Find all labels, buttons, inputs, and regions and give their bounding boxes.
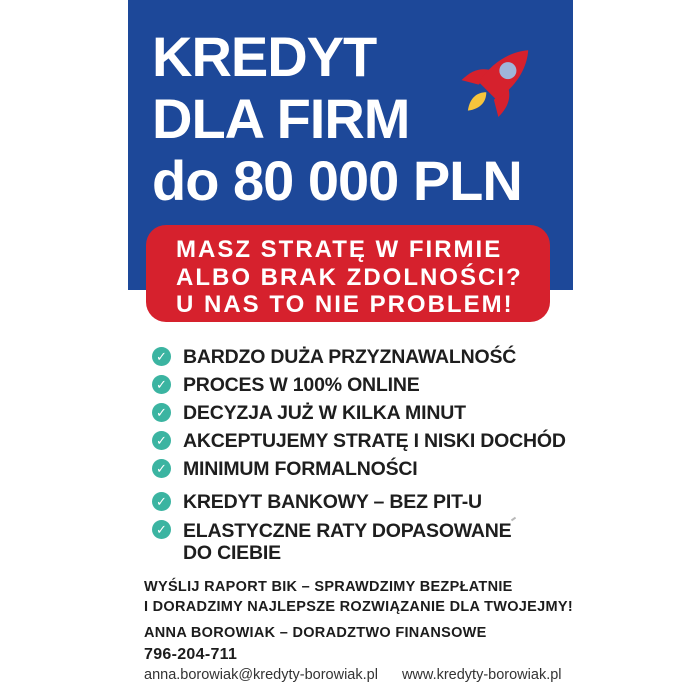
benefit-label: BARDZO DUŻA PRZYZNAWALNOŚĆ	[183, 346, 517, 368]
benefit-label: AKCEPTUJEMY STRATĘ I NISKI DOCHÓD	[183, 430, 566, 452]
website-url: www.kredyty-borowiak.pl	[401, 667, 562, 683]
cta-line-1: WYŚLIJ RAPORT BIK – SPRAWDZIMY BEZPŁATNI…	[144, 579, 513, 595]
check-icon: ✓	[152, 403, 171, 422]
contact-block: ANNA BOROWIAK – DORADZTWO FINANSOWE 796-…	[144, 625, 562, 684]
check-icon: ✓	[152, 492, 171, 511]
check-icon: ✓	[152, 520, 171, 539]
check-icon: ✓	[152, 459, 171, 478]
benefits-list-secondary: ✓ KREDYT BANKOWY – BEZ PIT-U ✓ ELASTYCZN…	[152, 492, 582, 572]
list-item: ✓ ELASTYCZNE RATY DOPASOWANE DO CIEBIE	[152, 520, 582, 564]
contact-links-row: anna.borowiak@kredyty-borowiak.pl www.kr…	[144, 667, 562, 684]
list-item: ✓ MINIMUM FORMALNOŚCI	[152, 459, 582, 479]
cta-block: WYŚLIJ RAPORT BIK – SPRAWDZIMY BEZPŁATNI…	[144, 577, 573, 617]
banner-line-1: MASZ STRATĘ W FIRMIE	[176, 236, 503, 263]
benefit-label: PROCES W 100% ONLINE	[183, 374, 420, 396]
list-item: ✓ KREDYT BANKOWY – BEZ PIT-U	[152, 492, 582, 512]
advisor-name: ANNA BOROWIAK – DORADZTWO FINANSOWE	[144, 625, 487, 641]
rocket-icon	[461, 50, 529, 117]
phone-number: 796-204-711	[144, 646, 238, 663]
cta-line-2: I DORADZIMY NAJLEPSZE ROZWIĄZANIE DLA TW…	[144, 599, 573, 615]
title-line-2: DLA FIRM	[152, 87, 410, 150]
promo-banner: MASZ STRATĘ W FIRMIE ALBO BRAK ZDOLNOŚCI…	[146, 225, 550, 322]
email-address: anna.borowiak@kredyty-borowiak.pl	[144, 667, 378, 683]
poster-title: KREDYT DLA FIRM do 80 000 PLN	[152, 25, 523, 212]
check-icon: ✓	[152, 347, 171, 366]
list-item: ✓ DECYZJA JUŻ W KILKA MINUT	[152, 403, 582, 423]
benefit-label: ELASTYCZNE RATY DOPASOWANE DO CIEBIE	[183, 520, 512, 564]
title-line-3: do 80 000 PLN	[152, 149, 523, 212]
banner-line-2: ALBO BRAK ZDOLNOŚCI?	[176, 263, 523, 291]
benefit-label: DECYZJA JUŻ W KILKA MINUT	[183, 402, 466, 424]
check-icon: ✓	[152, 375, 171, 394]
list-item: ✓ PROCES W 100% ONLINE	[152, 375, 582, 395]
benefit-label: MINIMUM FORMALNOŚCI	[183, 458, 418, 480]
list-item: ✓ BARDZO DUŻA PRZYZNAWALNOŚĆ	[152, 347, 582, 367]
list-item: ✓ AKCEPTUJEMY STRATĘ I NISKI DOCHÓD	[152, 431, 582, 451]
banner-line-3: U NAS TO NIE PROBLEM!	[176, 291, 514, 318]
title-line-1: KREDYT	[152, 25, 377, 88]
check-icon: ✓	[152, 431, 171, 450]
benefit-label: KREDYT BANKOWY – BEZ PIT-U	[183, 491, 482, 513]
benefits-list-primary: ✓ BARDZO DUŻA PRZYZNAWALNOŚĆ ✓ PROCES W …	[152, 347, 582, 487]
